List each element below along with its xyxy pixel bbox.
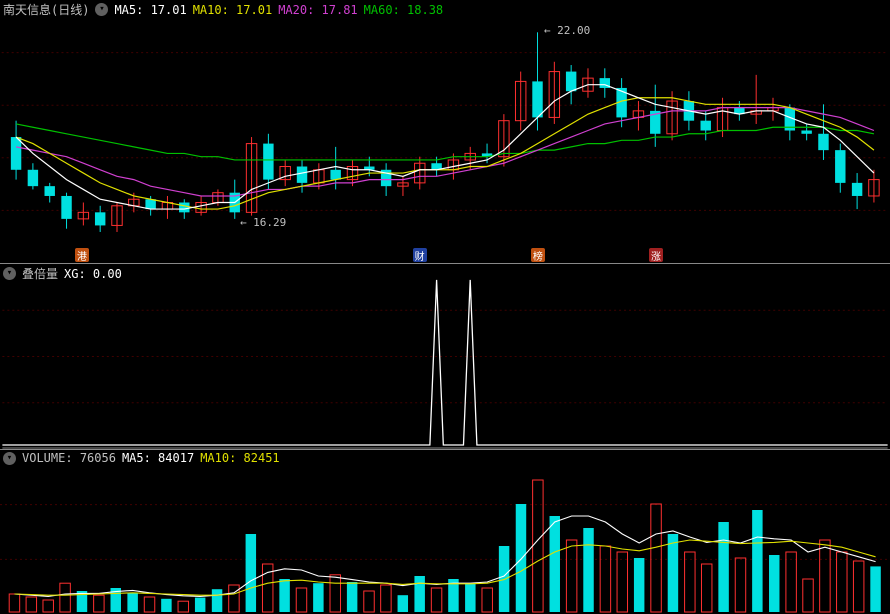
xg-label: XG: 0.00 (64, 267, 122, 281)
stock-title: 南天信息(日线) (3, 1, 89, 18)
chevron-down-icon[interactable]: ▾ (3, 267, 16, 280)
chevron-down-icon[interactable]: ▾ (95, 3, 108, 16)
ma5-label: MA5: 17.01 (114, 3, 186, 17)
signal-panel: ▾ 叠倍量 XG: 0.00 (0, 264, 890, 450)
low-annotation: ← 16.29 (240, 216, 286, 229)
volume-header: ▾ VOLUME: 76056 MA5: 84017 MA10: 82451 (3, 451, 280, 465)
volume-title-prefix: VOLUME: (22, 451, 73, 465)
vol-ma5-label: MA5: 84017 (122, 451, 194, 465)
event-marker[interactable]: 财 (413, 248, 427, 262)
chevron-down-icon[interactable]: ▾ (3, 452, 16, 465)
event-marker[interactable]: 涨 (649, 248, 663, 262)
volume-value: 76056 (80, 451, 116, 465)
volume-chart[interactable] (0, 450, 890, 614)
price-chart[interactable] (0, 0, 890, 263)
signal-title: 叠倍量 (22, 265, 58, 282)
price-panel: 南天信息(日线) ▾ MA5: 17.01 MA10: 17.01 MA20: … (0, 0, 890, 264)
signal-chart[interactable] (0, 264, 890, 449)
ma60-label: MA60: 18.38 (364, 3, 443, 17)
vol-ma10-label: MA10: 82451 (200, 451, 279, 465)
event-marker[interactable]: 榜 (531, 248, 545, 262)
volume-panel: ▾ VOLUME: 76056 MA5: 84017 MA10: 82451 (0, 450, 890, 614)
price-header: 南天信息(日线) ▾ MA5: 17.01 MA10: 17.01 MA20: … (3, 1, 443, 18)
signal-header: ▾ 叠倍量 XG: 0.00 (3, 265, 122, 282)
high-annotation: ← 22.00 (544, 24, 590, 37)
volume-title: VOLUME: 76056 (22, 451, 116, 465)
event-marker[interactable]: 港 (75, 248, 89, 262)
ma20-label: MA20: 17.81 (278, 3, 357, 17)
ma10-label: MA10: 17.01 (193, 3, 272, 17)
